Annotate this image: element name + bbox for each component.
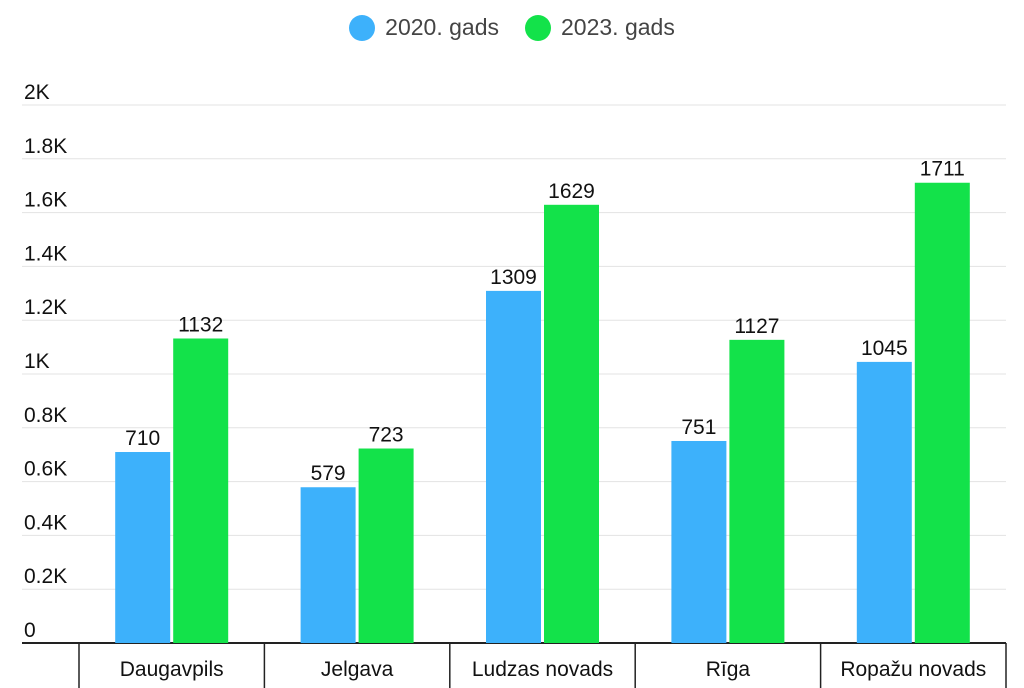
x-tick-label: Daugavpils	[120, 658, 224, 681]
y-tick-label: 0.2K	[24, 565, 67, 588]
data-label: 1127	[734, 315, 779, 338]
legend-item-2020[interactable]: 2020. gads	[349, 14, 499, 41]
data-label: 579	[311, 462, 346, 485]
legend-item-2023[interactable]: 2023. gads	[525, 14, 675, 41]
data-label: 1711	[920, 158, 965, 181]
y-tick-label: 1.6K	[24, 189, 67, 212]
data-label: 1309	[490, 266, 537, 289]
legend: 2020. gads 2023. gads	[0, 14, 1024, 41]
data-label: 751	[681, 416, 716, 439]
data-label: 1045	[861, 337, 908, 360]
legend-label-2023: 2023. gads	[561, 14, 675, 40]
bar	[300, 487, 356, 643]
bar	[856, 361, 912, 643]
data-label: 1132	[178, 313, 223, 336]
y-tick-label: 1.8K	[24, 135, 67, 158]
data-label: 723	[369, 424, 404, 447]
y-tick-label: 0.4K	[24, 511, 67, 534]
x-tick-label: Ropažu novads	[840, 658, 986, 681]
bar	[173, 338, 229, 643]
y-tick-label: 0	[24, 619, 36, 642]
x-tick-label: Jelgava	[321, 658, 394, 681]
data-label: 1629	[548, 180, 595, 203]
y-tick-label: 1.4K	[24, 242, 67, 265]
y-tick-label: 1.2K	[24, 296, 67, 319]
y-tick-label: 0.6K	[24, 458, 67, 481]
data-label: 710	[125, 427, 160, 450]
bar	[544, 204, 599, 643]
legend-label-2020: 2020. gads	[385, 14, 499, 40]
legend-swatch-2023	[525, 14, 551, 41]
y-tick-label: 2K	[24, 81, 50, 104]
bar	[115, 452, 171, 643]
bar	[358, 448, 414, 643]
bar	[486, 290, 541, 643]
bar	[671, 440, 727, 643]
y-tick-label: 1K	[24, 350, 50, 373]
bar	[914, 182, 970, 643]
y-tick-label: 0.8K	[24, 404, 67, 427]
bar	[729, 339, 785, 643]
legend-swatch-2020	[349, 14, 376, 41]
x-tick-label: Ludzas novads	[472, 658, 613, 681]
x-tick-label: Rīga	[706, 658, 751, 681]
